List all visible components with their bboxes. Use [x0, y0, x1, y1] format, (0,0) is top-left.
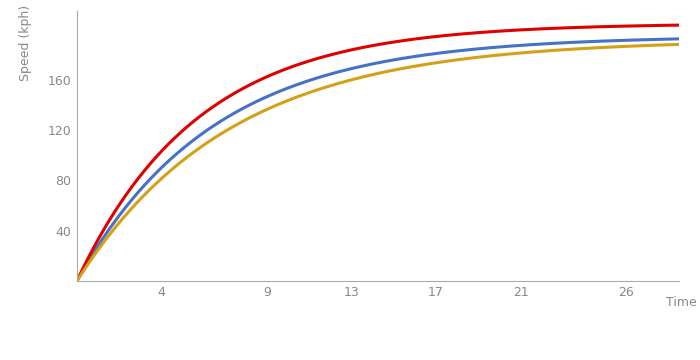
Line: Honda S2000 (AP1): Honda S2000 (AP1)	[77, 44, 679, 280]
Y-axis label: Speed (kph): Speed (kph)	[19, 5, 32, 81]
Honda S2000 (AP1)	[73, 278, 81, 283]
Model 3 Standard Ra..	[486, 46, 495, 50]
Camaro SS (Mk V)	[542, 27, 551, 31]
Model 3 Standard Ra..	[316, 75, 325, 79]
Honda S2000 (AP1)	[134, 199, 143, 203]
X-axis label: Time (s): Time (s)	[666, 296, 700, 309]
Camaro SS (Mk V)	[338, 50, 346, 54]
Camaro SS (Mk V)	[553, 26, 561, 30]
Camaro SS (Mk V)	[486, 30, 495, 34]
Camaro SS (Mk V)	[675, 23, 683, 27]
Line: Camaro SS (Mk V): Camaro SS (Mk V)	[77, 25, 679, 280]
Honda S2000 (AP1)	[542, 49, 551, 53]
Model 3 Standard Ra..	[675, 37, 683, 41]
Model 3 Standard Ra..	[73, 278, 81, 283]
Honda S2000 (AP1)	[338, 80, 346, 85]
Honda S2000 (AP1)	[316, 87, 325, 91]
Model 3 Standard Ra..	[542, 41, 551, 46]
Model 3 Standard Ra..	[553, 41, 561, 45]
Model 3 Standard Ra..	[134, 189, 143, 194]
Line: Model 3 Standard Ra..: Model 3 Standard Ra..	[77, 39, 679, 280]
Honda S2000 (AP1)	[675, 42, 683, 46]
Camaro SS (Mk V)	[73, 278, 81, 283]
Honda S2000 (AP1)	[486, 54, 495, 58]
Camaro SS (Mk V)	[134, 176, 143, 180]
Honda S2000 (AP1)	[553, 48, 561, 52]
Model 3 Standard Ra..	[338, 69, 346, 73]
Camaro SS (Mk V)	[316, 55, 325, 60]
